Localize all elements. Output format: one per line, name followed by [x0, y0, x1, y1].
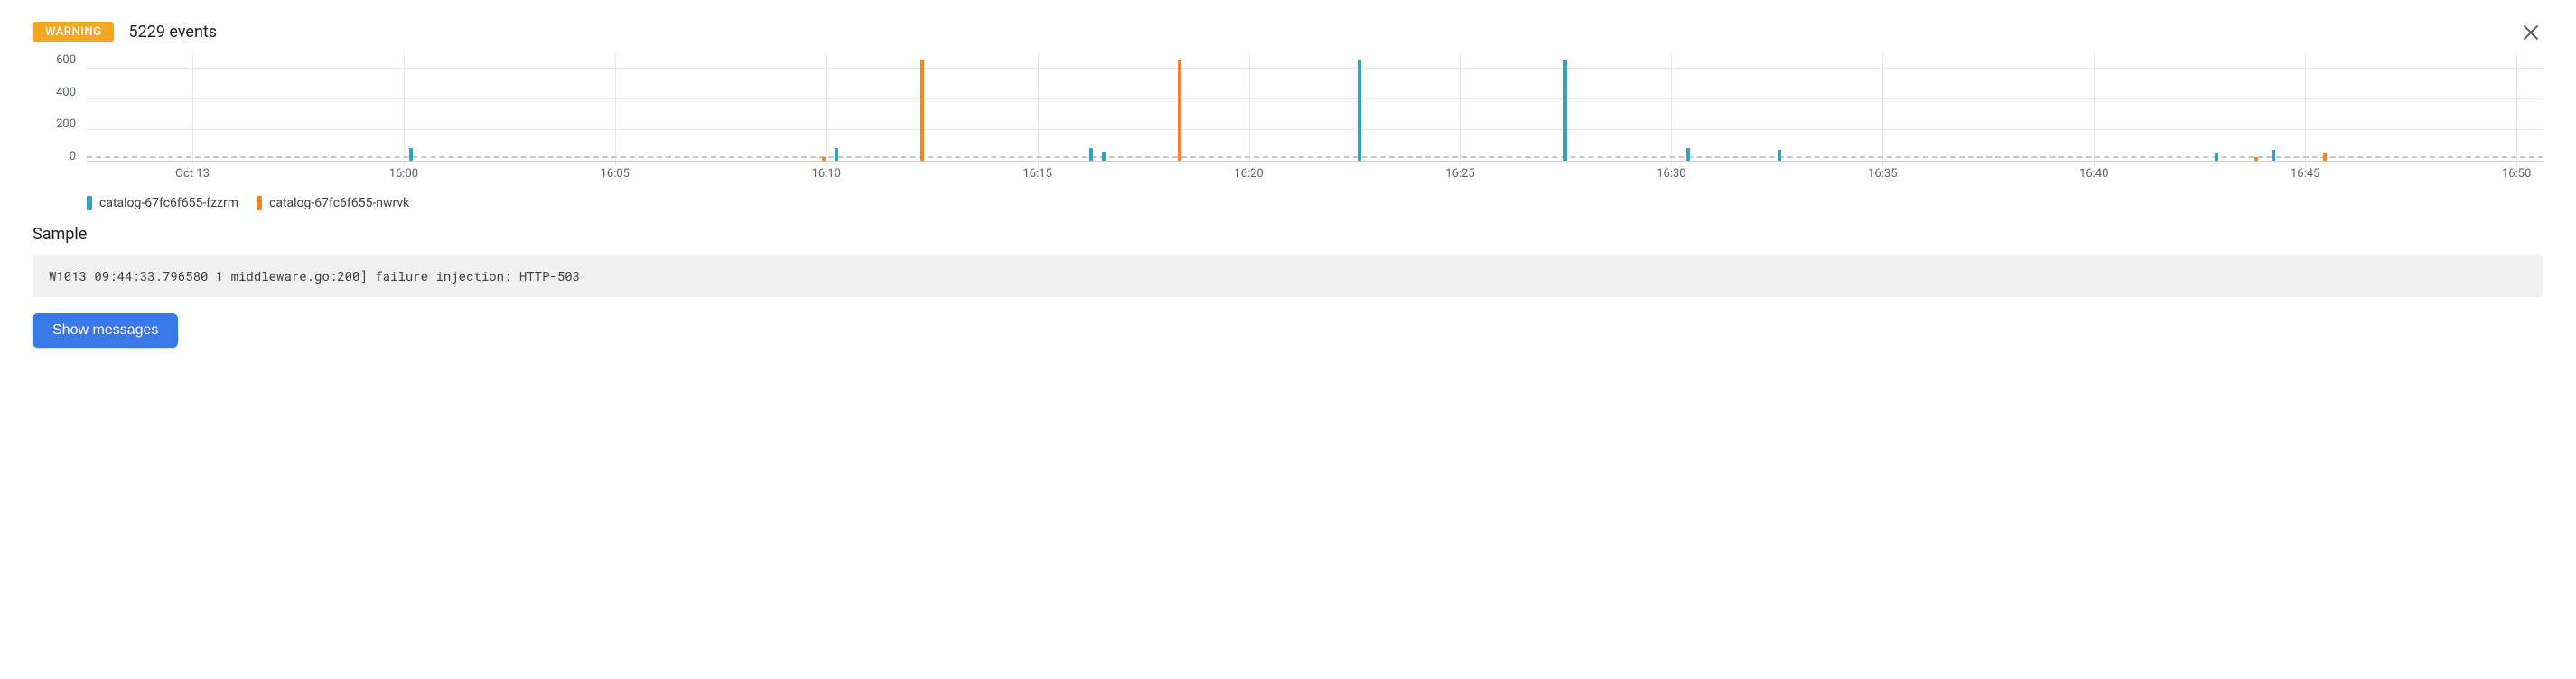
x-tick-label: 16:05	[601, 167, 630, 181]
gridline-horizontal	[87, 129, 2543, 130]
gridline-vertical	[2094, 53, 2095, 166]
chart-bar[interactable]	[1089, 148, 1093, 161]
x-tick-label: 16:25	[1445, 167, 1474, 181]
gridline-vertical	[2305, 53, 2306, 166]
legend-item[interactable]: catalog-67fc6f655-fzzrm	[87, 196, 238, 210]
gridline-vertical	[404, 53, 405, 166]
legend-swatch	[87, 196, 92, 210]
events-chart: 600 400 200 0 Oct 13 16:00 16:05 16:10 16:15 16:…	[33, 53, 2543, 189]
y-tick-label: 200	[56, 117, 76, 131]
chart-bar[interactable]	[835, 148, 838, 161]
gridline-vertical	[826, 53, 827, 166]
baseline-dash	[87, 156, 2543, 158]
y-tick-label: 400	[56, 86, 76, 99]
x-tick-label: 16:45	[2291, 167, 2319, 181]
x-tick-label: Oct 13	[175, 167, 210, 181]
x-tick-label: 16:10	[812, 167, 841, 181]
show-messages-button[interactable]: Show messages	[33, 313, 178, 348]
gridline-vertical	[1249, 53, 1250, 166]
x-tick-label: 16:40	[2079, 167, 2108, 181]
close-button[interactable]	[2518, 22, 2543, 47]
gridline-vertical	[615, 53, 616, 166]
chart-bar[interactable]	[409, 148, 413, 161]
x-tick-label: 16:35	[1868, 167, 1897, 181]
x-tick-label: 16:50	[2502, 167, 2531, 181]
gridline-vertical	[1038, 53, 1039, 166]
gridline-vertical	[2516, 53, 2517, 166]
chart-bar[interactable]	[1358, 60, 1361, 161]
x-tick-label: 16:00	[389, 167, 418, 181]
legend-swatch	[257, 196, 262, 210]
sample-heading: Sample	[33, 225, 2543, 244]
chart-bar[interactable]	[1686, 148, 1690, 161]
gridline-vertical	[192, 53, 193, 166]
events-count: 5229 events	[128, 23, 217, 42]
chart-bar[interactable]	[1563, 60, 1567, 161]
legend-label: catalog-67fc6f655-nwrvk	[269, 196, 409, 210]
x-axis: Oct 13 16:00 16:05 16:10 16:15 16:20 16:25 16:3…	[87, 167, 2543, 189]
gridline-vertical	[1882, 53, 1883, 166]
chart-bar[interactable]	[1178, 60, 1181, 161]
gridline-horizontal	[87, 68, 2543, 69]
legend-item[interactable]: catalog-67fc6f655-nwrvk	[257, 196, 409, 210]
chart-bar[interactable]	[2215, 153, 2218, 161]
x-tick-label: 16:30	[1657, 167, 1685, 181]
chart-bar[interactable]	[1102, 152, 1106, 161]
panel-header: WARNING 5229 events	[33, 22, 2543, 42]
chart-legend: catalog-67fc6f655-fzzrm catalog-67fc6f655…	[87, 196, 2543, 210]
y-tick-label: 0	[70, 150, 76, 163]
chart-bar[interactable]	[822, 157, 826, 161]
sample-log-line: W1013 09:44:33.796580 1 middleware.go:20…	[33, 255, 2543, 297]
legend-label: catalog-67fc6f655-fzzrm	[99, 196, 238, 210]
chart-bar[interactable]	[920, 60, 924, 161]
close-icon	[2523, 23, 2539, 46]
chart-bar[interactable]	[1778, 150, 1781, 161]
chart-bar[interactable]	[2323, 153, 2327, 161]
severity-badge: WARNING	[33, 22, 114, 42]
gridline-horizontal	[87, 98, 2543, 99]
chart-bar[interactable]	[2272, 150, 2275, 161]
x-tick-label: 16:15	[1022, 167, 1051, 181]
gridline-vertical	[1460, 53, 1461, 166]
x-tick-label: 16:20	[1234, 167, 1263, 181]
chart-plot-area[interactable]	[87, 53, 2543, 162]
chart-bar[interactable]	[2254, 157, 2258, 161]
y-tick-label: 600	[56, 53, 76, 67]
y-axis: 600 400 200 0	[33, 53, 83, 163]
gridline-vertical	[1671, 53, 1672, 166]
